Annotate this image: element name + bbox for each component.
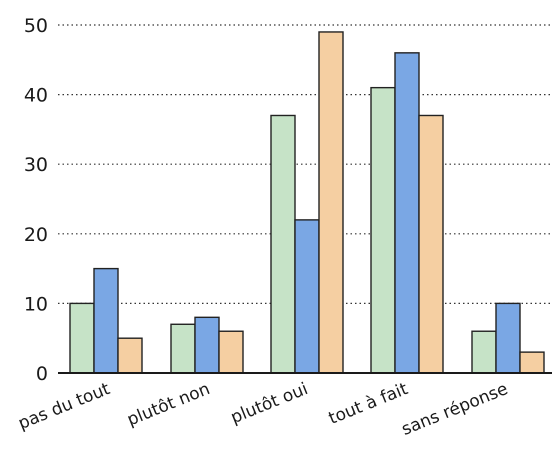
- bar: [93, 267, 119, 374]
- bar: [194, 316, 220, 374]
- y-axis-tick-labels: 0 10 20 30 40 50: [24, 15, 48, 385]
- bar: [270, 114, 296, 374]
- bar: [294, 219, 320, 374]
- bar: [117, 337, 143, 374]
- x-category-label: plutôt non: [124, 379, 213, 430]
- y-tick-label: 20: [24, 224, 48, 246]
- bar: [418, 114, 444, 374]
- x-category-label: plutôt oui: [228, 379, 311, 428]
- y-tick-label: 0: [36, 363, 48, 385]
- bar: [170, 323, 196, 374]
- bar: [318, 31, 344, 374]
- bar: [370, 86, 396, 374]
- bar: [394, 52, 420, 374]
- y-tick-label: 50: [24, 15, 48, 37]
- y-tick-label: 10: [24, 293, 48, 315]
- bars: [69, 31, 545, 374]
- y-tick-label: 30: [24, 154, 48, 176]
- bar: [495, 302, 521, 374]
- x-axis-category-labels: pas du tout plutôt non plutôt oui tout à…: [15, 379, 510, 440]
- gridlines: [58, 24, 552, 304]
- x-category-label: pas du tout: [15, 379, 113, 434]
- bar: [218, 330, 244, 374]
- bar: [69, 302, 95, 374]
- bar: [519, 351, 545, 374]
- x-category-label: sans réponse: [399, 379, 511, 440]
- bar: [471, 330, 497, 374]
- y-tick-label: 40: [24, 85, 48, 107]
